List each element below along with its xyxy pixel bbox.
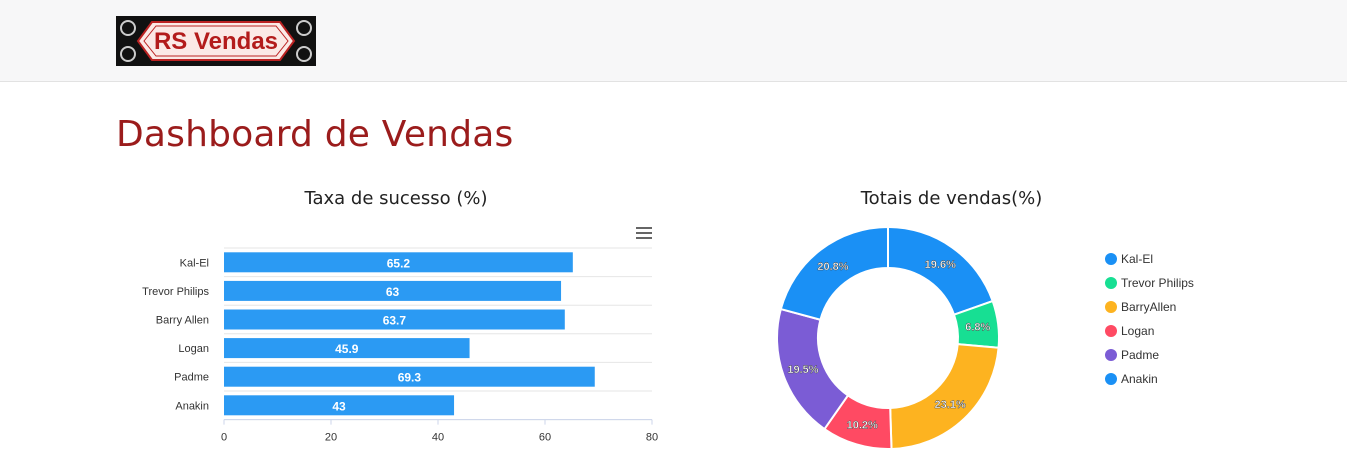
- pie-chart-title: Totais de vendas(%): [860, 188, 1043, 209]
- slice-value-label: 19.6%: [925, 259, 956, 271]
- bar-category-label: Trevor Philips: [142, 286, 209, 298]
- bar-category-label: Padme: [174, 372, 209, 384]
- bar-chart-title: Taxa de sucesso (%): [304, 188, 488, 209]
- x-tick-label: 60: [539, 432, 551, 444]
- slice-value-label: 10.2%: [847, 420, 878, 432]
- bar[interactable]: [224, 395, 455, 416]
- legend-label: Logan: [1121, 324, 1155, 338]
- donut-slice[interactable]: [779, 225, 889, 321]
- bar-value-label: 43: [332, 399, 346, 413]
- bar[interactable]: [224, 252, 573, 273]
- slice-value-label: 23.1%: [935, 399, 966, 411]
- legend-label: Trevor Philips: [1121, 276, 1194, 290]
- x-tick-label: 20: [325, 432, 337, 444]
- bar-category-label: Anakin: [175, 400, 209, 412]
- bar-category-label: Logan: [178, 343, 209, 355]
- x-tick-label: 0: [221, 432, 227, 444]
- legend-marker: [1105, 277, 1117, 289]
- legend-label: Kal-El: [1121, 252, 1154, 266]
- legend-item[interactable]: Padme: [1105, 343, 1194, 367]
- bar-value-label: 65.2: [387, 256, 411, 270]
- bar[interactable]: [224, 280, 562, 301]
- bar-chart: Kal-El 65.2 Trevor Philips 63 Barry Allen 63.…: [142, 247, 658, 444]
- legend-marker: [1105, 325, 1117, 337]
- slice-value-label: 6.8%: [965, 322, 990, 334]
- bar-value-label: 63: [386, 285, 400, 299]
- legend-marker: [1105, 349, 1117, 361]
- legend-item[interactable]: Anakin: [1105, 367, 1194, 391]
- legend-item[interactable]: Trevor Philips: [1105, 271, 1194, 295]
- legend-label: BarryAllen: [1121, 300, 1177, 314]
- donut-slice[interactable]: [889, 343, 1000, 450]
- legend-item[interactable]: Kal-El: [1105, 247, 1194, 271]
- bar[interactable]: [224, 338, 470, 359]
- slice-value-label: 20.8%: [817, 261, 848, 273]
- navbar: RS Vendas: [0, 0, 1347, 82]
- page-title: Dashboard de Vendas: [116, 114, 514, 155]
- bar[interactable]: [224, 309, 565, 330]
- bar-value-label: 69.3: [398, 371, 422, 385]
- bar-value-label: 45.9: [335, 342, 359, 356]
- slice-value-label: 19.5%: [787, 364, 818, 376]
- legend-marker: [1105, 253, 1117, 265]
- legend-item[interactable]: BarryAllen: [1105, 295, 1194, 319]
- legend-label: Anakin: [1121, 372, 1158, 386]
- logo-text: RS Vendas: [154, 28, 278, 55]
- x-tick-label: 40: [432, 432, 444, 444]
- chart-menu-icon[interactable]: [636, 227, 652, 239]
- bar[interactable]: [224, 366, 595, 387]
- pie-legend: Kal-El Trevor Philips BarryAllen Logan Padme…: [1105, 247, 1194, 391]
- donut-chart: 19.6% 6.8% 23.1% 10.2% 19.5% 20.8%: [776, 225, 1000, 450]
- bar-value-label: 63.7: [383, 314, 407, 328]
- x-tick-label: 80: [646, 432, 658, 444]
- brand-logo[interactable]: RS Vendas: [116, 16, 316, 66]
- bar-category-label: Kal-El: [180, 257, 209, 269]
- legend-label: Padme: [1121, 348, 1160, 362]
- bar-category-label: Barry Allen: [156, 315, 209, 327]
- legend-item[interactable]: Logan: [1105, 319, 1194, 343]
- legend-marker: [1105, 301, 1117, 313]
- legend-marker: [1105, 373, 1117, 385]
